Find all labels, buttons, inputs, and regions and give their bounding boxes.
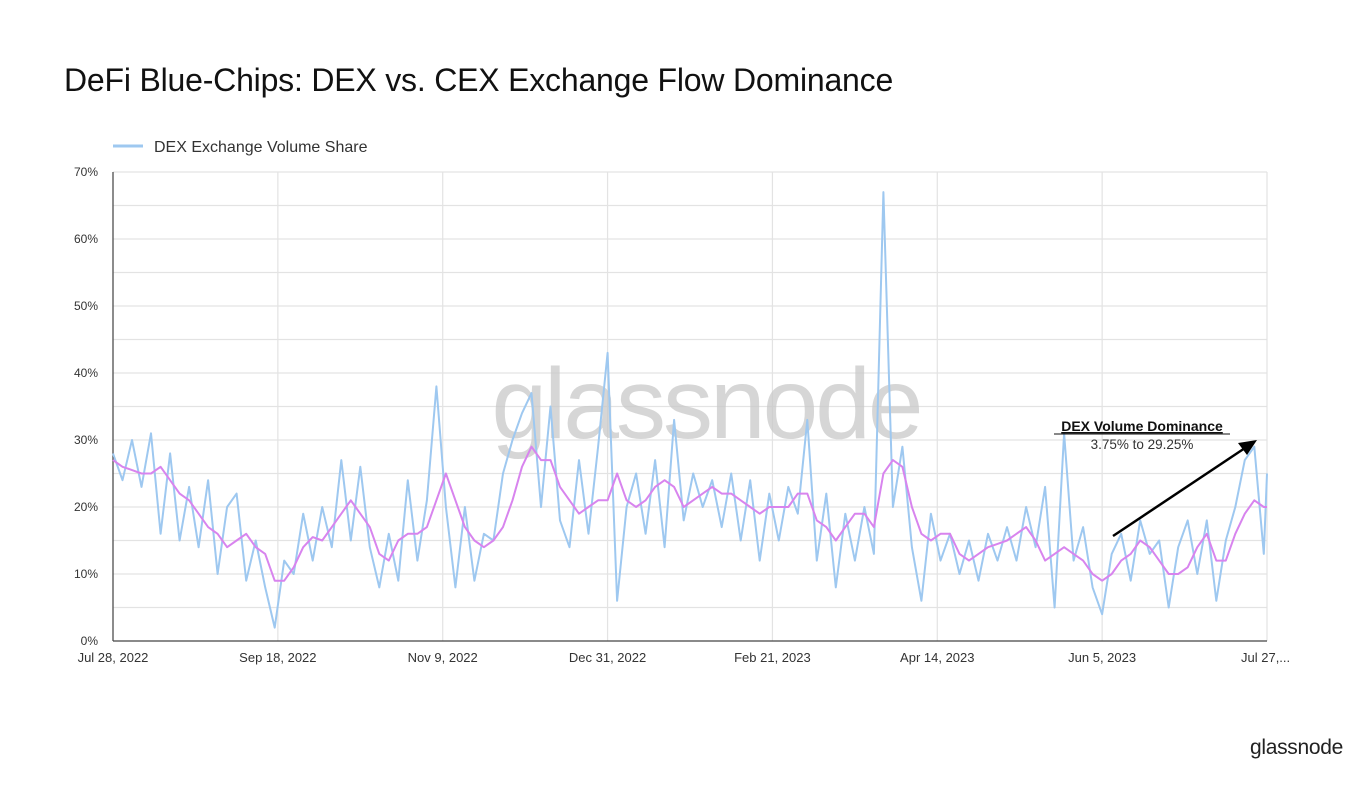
x-tick-label: Jul 28, 2022 bbox=[78, 650, 149, 665]
x-tick-label: Jun 5, 2023 bbox=[1068, 650, 1136, 665]
dex-volume-share-line bbox=[112, 191, 1268, 629]
watermark-logo: glassnode bbox=[492, 348, 921, 460]
x-tick-label: Jul 27,... bbox=[1241, 650, 1290, 665]
y-tick-label: 50% bbox=[74, 299, 98, 313]
y-tick-label: 10% bbox=[74, 567, 98, 581]
y-axis: 0% 10% 20% 30% 40% 50% 60% 70% bbox=[74, 165, 98, 648]
x-tick-label: Sep 18, 2022 bbox=[239, 650, 316, 665]
y-tick-label: 0% bbox=[81, 634, 99, 648]
y-tick-label: 40% bbox=[74, 366, 98, 380]
grid bbox=[112, 171, 1268, 642]
brand-logo: glassnode bbox=[1249, 736, 1343, 759]
x-tick-label: Apr 14, 2023 bbox=[900, 650, 974, 665]
annotation-text: 3.75% to 29.25% bbox=[1091, 437, 1194, 452]
x-tick-label: Feb 21, 2023 bbox=[734, 650, 811, 665]
annotation: DEX Volume Dominance 3.75% to 29.25% bbox=[1054, 418, 1257, 538]
annotation-title: DEX Volume Dominance bbox=[1061, 418, 1223, 434]
y-tick-label: 20% bbox=[74, 500, 98, 514]
moving-average-line bbox=[112, 445, 1267, 582]
legend-label: DEX Exchange Volume Share bbox=[154, 139, 368, 156]
y-tick-label: 70% bbox=[74, 165, 98, 179]
annotation-arrow bbox=[1112, 444, 1249, 538]
y-tick-label: 30% bbox=[74, 433, 98, 447]
x-tick-label: Nov 9, 2022 bbox=[408, 650, 478, 665]
series-lines bbox=[112, 191, 1268, 629]
x-tick-label: Dec 31, 2022 bbox=[569, 650, 646, 665]
y-tick-label: 60% bbox=[74, 232, 98, 246]
page-title: DeFi Blue-Chips: DEX vs. CEX Exchange Fl… bbox=[64, 62, 894, 98]
legend[interactable]: DEX Exchange Volume Share bbox=[113, 139, 368, 156]
x-axis: Jul 28, 2022 Sep 18, 2022 Nov 9, 2022 Dec 3… bbox=[78, 650, 1291, 665]
arrow-head-icon bbox=[1238, 440, 1257, 455]
